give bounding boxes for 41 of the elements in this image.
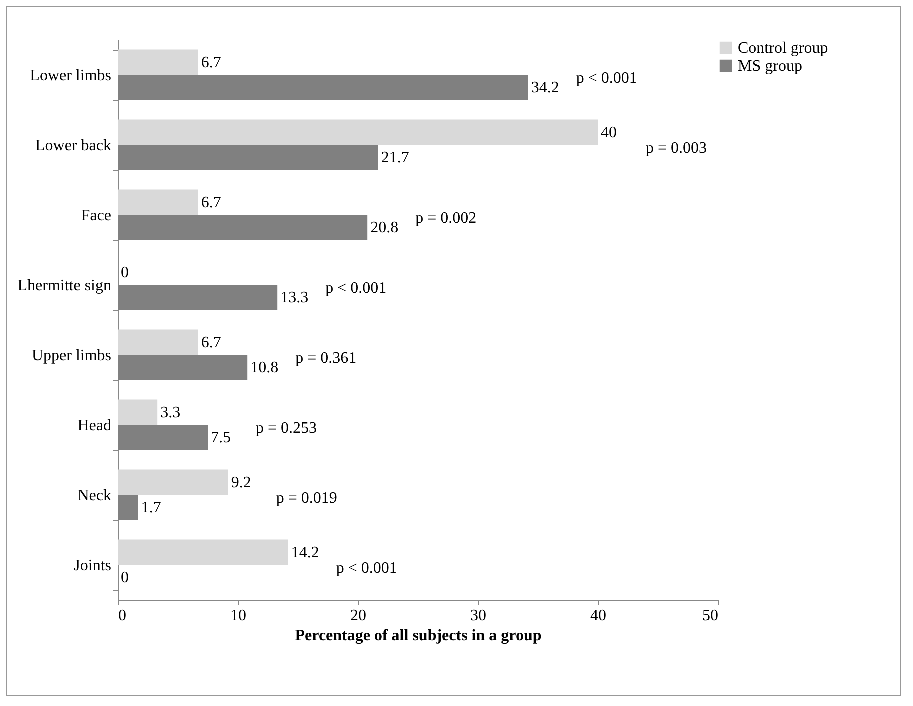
data-label: 9.2 xyxy=(231,474,252,492)
data-label: 1.7 xyxy=(141,500,162,517)
data-label: 21.7 xyxy=(381,150,410,167)
legend-label: MS group xyxy=(738,58,802,75)
x-tick-label: 30 xyxy=(470,608,486,624)
x-tick-label: 0 xyxy=(118,608,126,624)
y-tick-label: Lower back xyxy=(36,138,112,154)
x-axis-title: Percentage of all subjects in a group xyxy=(295,628,542,644)
data-label: 13.3 xyxy=(280,290,309,307)
data-label: 6.7 xyxy=(201,54,222,72)
x-tick-label: 20 xyxy=(350,608,366,624)
y-tick-label: Lhermitte sign xyxy=(18,278,112,294)
data-label: 6.7 xyxy=(201,194,222,212)
annotation: p = 0.019 xyxy=(276,490,338,507)
data-label: 3.3 xyxy=(160,404,181,422)
data-label: 0 xyxy=(121,570,129,587)
legend-label: Control group xyxy=(738,40,828,57)
x-tick-label: 50 xyxy=(702,608,718,624)
x-tick-label: 10 xyxy=(230,608,246,624)
annotation: p < 0.001 xyxy=(576,70,638,87)
annotation: p < 0.001 xyxy=(336,560,398,577)
y-tick-label: Neck xyxy=(78,488,112,504)
annotation: p = 0.253 xyxy=(256,420,318,437)
y-tick-label: Face xyxy=(81,208,112,224)
data-label: 40 xyxy=(601,124,617,142)
data-label: 20.8 xyxy=(370,220,399,237)
data-label: 7.5 xyxy=(211,430,231,447)
annotation: p = 0.361 xyxy=(296,350,357,367)
data-label: 10.8 xyxy=(250,360,279,377)
data-label: 14.2 xyxy=(291,544,320,562)
y-tick-label: Lower limbs xyxy=(30,68,112,84)
x-tick-label: 40 xyxy=(590,608,606,624)
annotation: p = 0.002 xyxy=(416,210,477,227)
y-tick-label: Head xyxy=(78,418,112,434)
data-label: 0 xyxy=(121,264,129,282)
data-label: 6.7 xyxy=(201,334,222,352)
data-label: 34.2 xyxy=(531,80,560,97)
annotation: p < 0.001 xyxy=(326,280,387,297)
y-tick-label: Joints xyxy=(74,558,112,574)
annotation: p = 0.003 xyxy=(646,140,708,157)
y-tick-label: Upper limbs xyxy=(32,348,112,364)
